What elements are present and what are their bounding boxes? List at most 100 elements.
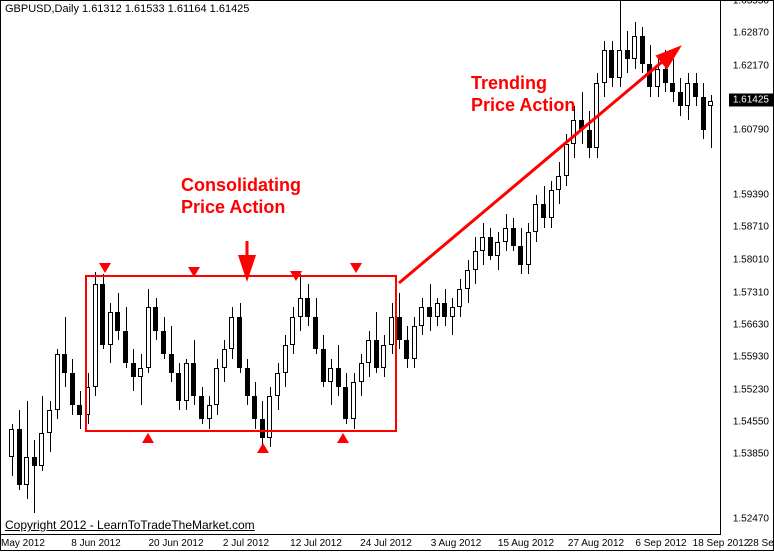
candle-body [108,312,113,345]
x-tick: 29 May 2012 [0,538,45,549]
attribution-text: Copyright 2012 - LearnToTradeTheMarket.c… [5,518,255,532]
candle-body [191,363,196,396]
x-tick: 3 Aug 2012 [431,538,482,549]
candle-body [404,340,409,359]
candle-body [305,298,310,317]
candle-body [708,101,713,106]
candle-body [389,317,394,345]
candle-body [381,345,386,368]
candle-body [138,368,143,377]
candle-body [640,36,645,64]
y-tick: 1.62170 [733,60,769,71]
y-tick: 1.56630 [733,319,769,330]
candle-body [488,237,493,256]
candle-wick [65,317,66,387]
candle-body [366,340,371,363]
y-tick: 1.55930 [733,352,769,363]
candle-body [632,36,637,59]
candle-body [495,242,500,256]
candle-body [70,373,75,406]
candle-body [518,246,523,265]
y-tick: 1.58010 [733,255,769,266]
candle-body [184,363,189,400]
candle-body [229,317,234,350]
x-tick: 15 Aug 2012 [498,538,554,549]
y-tick: 1.52470 [733,514,769,525]
candle-body [161,331,166,354]
candle-body [526,232,531,265]
candle-wick [582,92,583,143]
candle-body [549,190,554,218]
candle-body [17,429,22,485]
candle-body [9,429,14,457]
candle-body [647,64,652,87]
candle-body [412,326,417,359]
y-tick: 1.63550 [733,0,769,7]
chart-container: GBPUSD,Daily 1.61312 1.61533 1.61164 1.6… [0,0,774,551]
candle-body [115,312,120,331]
candle-body [602,50,607,83]
candle-body [503,228,508,242]
candle-body [207,405,212,419]
candle-body [298,298,303,317]
candle-body [397,317,402,340]
candle-body [328,368,333,382]
candle-body [245,368,250,396]
candle-body [199,396,204,419]
candle-body [237,317,242,368]
x-tick: 6 Sep 2012 [635,538,686,549]
candle-body [670,83,675,92]
candle-body [609,50,614,78]
candle-body [655,69,660,88]
candle-body [693,83,698,97]
x-tick: 18 Sep 2012 [693,538,750,549]
y-tick: 1.58710 [733,222,769,233]
y-axis: 1.635501.628701.621701.614251.607901.593… [720,1,773,535]
candle-wick [34,440,35,512]
y-tick: 1.60790 [733,125,769,136]
x-tick: 2 Jul 2012 [223,538,269,549]
candle-body [313,317,318,350]
candle-body [678,92,683,106]
y-tick: 1.54550 [733,416,769,427]
candle-body [32,457,37,466]
candle-body [62,354,67,373]
x-tick: 8 Jun 2012 [71,538,121,549]
candle-body [153,307,158,330]
candle-body [450,307,455,316]
candle-body [222,349,227,368]
candle-body [663,69,668,83]
candle-body [176,373,181,401]
candle-body [480,237,485,251]
candle-body [321,349,326,382]
candle-body [625,50,630,59]
plot-area [1,1,721,535]
candle-wick [452,298,453,335]
candle-body [343,387,348,420]
candle-body [336,368,341,387]
candle-body [457,289,462,308]
candle-body [100,284,105,345]
candle-body [541,204,546,218]
candle-wick [141,354,142,405]
candle-body [701,97,706,130]
candle-body [571,120,576,143]
candle-body [556,176,561,190]
candle-body [131,363,136,377]
y-tick: 1.62870 [733,27,769,38]
candle-body [146,307,151,368]
candle-body [351,382,356,419]
candle-wick [331,359,332,406]
candle-body [169,354,174,373]
candle-body [533,204,538,232]
candle-body [47,410,52,433]
x-axis: 29 May 20128 Jun 201220 Jun 20122 Jul 20… [1,534,721,550]
candle-body [39,433,44,466]
candle-body [252,396,257,419]
candle-body [93,284,98,387]
y-tick: 1.53850 [733,449,769,460]
candle-body [24,457,29,485]
candle-body [55,354,60,410]
candle-body [374,340,379,368]
candle-body [511,228,516,247]
